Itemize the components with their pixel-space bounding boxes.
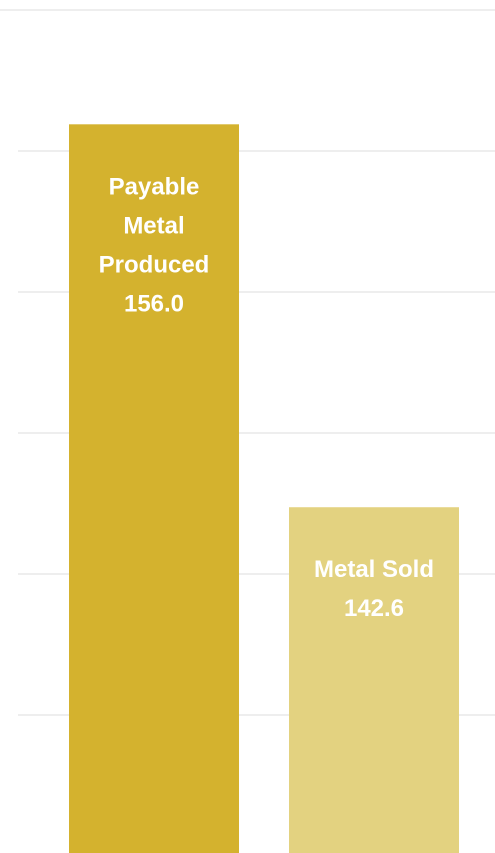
bars bbox=[69, 124, 459, 853]
data-label-category-line: Payable bbox=[109, 173, 200, 200]
data-labels: Payable Metal Produced 156.0 Metal Sold 142.6 bbox=[99, 173, 434, 622]
data-label-category-line: Metal Sold bbox=[314, 556, 434, 583]
bar-1 bbox=[69, 124, 239, 853]
bar-2 bbox=[289, 507, 459, 853]
bar-1-data-label: Payable Metal Produced 156.0 bbox=[99, 173, 210, 317]
data-label-category-line: Produced bbox=[99, 251, 210, 278]
data-label-category-line: Metal bbox=[123, 212, 184, 239]
data-label-value: 142.6 bbox=[344, 595, 404, 622]
data-label-value: 156.0 bbox=[124, 290, 184, 317]
bar-2-data-label: Metal Sold 142.6 bbox=[314, 556, 434, 622]
